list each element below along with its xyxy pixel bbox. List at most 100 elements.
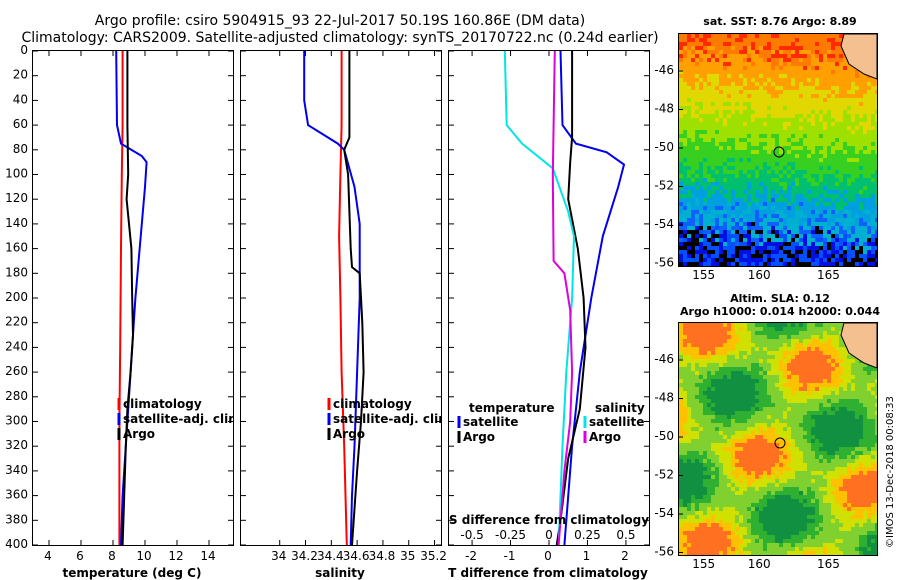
map-x-tick-label: 155 xyxy=(692,557,715,571)
map-x-tick-label: 155 xyxy=(692,268,715,282)
y-tick-label: 300 xyxy=(5,414,28,428)
map-y-tick-label: -54 xyxy=(654,506,674,520)
legend-label: climatology xyxy=(123,397,202,411)
sst-map xyxy=(678,33,878,267)
series-climatology xyxy=(338,51,348,545)
y-tick-label: 220 xyxy=(5,315,28,329)
map-y-tick-label: -46 xyxy=(654,63,674,77)
series-t-argo xyxy=(555,51,587,545)
s-tick-label: 0.5 xyxy=(616,528,635,542)
sst-map-image xyxy=(679,34,877,266)
y-tick-label: 200 xyxy=(5,290,28,304)
legend-title-temperature: temperature xyxy=(469,401,554,415)
legend-label: satellite-adj. clim. xyxy=(333,412,441,426)
x-tick-label: 6 xyxy=(76,549,84,563)
s-tick-label: 0.25 xyxy=(574,528,601,542)
map-y-tick-label: -48 xyxy=(654,391,674,405)
legend-label: Argo xyxy=(333,427,365,441)
argo-location-marker xyxy=(774,437,786,449)
y-tick-label: 20 xyxy=(13,68,28,82)
sst-map-title: sat. SST: 8.76 Argo: 8.89 xyxy=(703,15,857,28)
series-t-satellite xyxy=(559,51,626,545)
y-tick-label: 400 xyxy=(5,537,28,551)
series-s-satellite xyxy=(503,51,576,545)
map-x-tick-label: 160 xyxy=(748,557,771,571)
map-x-tick-label: 165 xyxy=(817,557,840,571)
map-y-tick-label: -52 xyxy=(654,179,674,193)
imos-credit: ©IMOS 13-Dec-2018 00:08:33 xyxy=(885,396,896,548)
s-tick-label: 0 xyxy=(545,528,553,542)
series-argo xyxy=(121,51,135,545)
legend-label: satellite xyxy=(463,415,518,429)
x-tick-label: 34.2 xyxy=(291,549,318,563)
sla-map-image xyxy=(679,323,877,555)
s-axis-label: S difference from climatology xyxy=(449,513,649,527)
x-tick-label: 0 xyxy=(544,549,552,563)
y-tick-label: 140 xyxy=(5,216,28,230)
map-y-tick-label: -56 xyxy=(654,256,674,270)
sla-map-cells xyxy=(679,323,877,555)
x-tick-label: 34.8 xyxy=(369,549,396,563)
x-axis-label: temperature (deg C) xyxy=(63,566,202,580)
title-line-2: Climatology: CARS2009. Satellite-adjuste… xyxy=(21,30,659,46)
y-tick-label: 100 xyxy=(5,167,28,181)
x-tick-label: 4 xyxy=(44,549,52,563)
sla-map-title-1: Altim. SLA: 0.12 xyxy=(730,292,830,305)
map-y-tick-label: -46 xyxy=(654,352,674,366)
map-y-tick-label: -50 xyxy=(654,140,674,154)
y-tick-label: 120 xyxy=(5,191,28,205)
map-y-tick-label: -50 xyxy=(654,429,674,443)
y-tick-label: 40 xyxy=(13,92,28,106)
argo-location-marker xyxy=(773,146,785,158)
x-tick-label: 12 xyxy=(168,549,183,563)
x-tick-label: 10 xyxy=(136,549,151,563)
map-x-tick-label: 160 xyxy=(748,268,771,282)
map-y-tick-label: -52 xyxy=(654,468,674,482)
sla-map-title-2: Argo h1000: 0.014 h2000: 0.044 xyxy=(680,305,880,318)
x-tick-label: 2 xyxy=(621,549,629,563)
x-axis-label: T difference from climatology xyxy=(448,566,648,580)
series-s-argo xyxy=(551,51,574,545)
x-tick-label: 35 xyxy=(400,549,415,563)
y-tick-label: 280 xyxy=(5,389,28,403)
map-y-tick-label: -56 xyxy=(654,545,674,559)
map-y-tick-label: -48 xyxy=(654,102,674,116)
y-tick-label: 380 xyxy=(5,512,28,526)
y-tick-label: 340 xyxy=(5,463,28,477)
y-tick-label: 240 xyxy=(5,339,28,353)
legend-label: Argo xyxy=(123,427,155,441)
y-tick-label: 260 xyxy=(5,364,28,378)
series-argo xyxy=(343,51,365,545)
title-line-1: Argo profile: csiro 5904915_93 22-Jul-20… xyxy=(94,13,586,29)
legend-label: Argo xyxy=(589,430,621,444)
y-tick-label: 80 xyxy=(13,142,28,156)
sla-map xyxy=(678,322,878,556)
s-tick-label: -0.25 xyxy=(495,528,526,542)
x-tick-label: 8 xyxy=(108,549,116,563)
y-tick-label: 360 xyxy=(5,488,28,502)
y-tick-label: 60 xyxy=(13,117,28,131)
difference-panel: temperature salinity satellite Argo satellit… xyxy=(448,50,650,546)
y-tick-label: 180 xyxy=(5,265,28,279)
difference-plot: temperature salinitysatelliteArgosatellit… xyxy=(449,51,649,545)
x-tick-label: 34.4 xyxy=(317,549,344,563)
x-axis-label: salinity xyxy=(315,566,365,580)
series-climatology xyxy=(118,51,124,545)
x-tick-label: 14 xyxy=(200,549,215,563)
legend-title-salinity: salinity xyxy=(595,401,645,415)
y-tick-label: 320 xyxy=(5,438,28,452)
x-tick-label: 1 xyxy=(583,549,591,563)
x-tick-label: 35.2 xyxy=(420,549,447,563)
legend-label: climatology xyxy=(333,397,412,411)
series-satellite-adj-clim- xyxy=(303,51,361,545)
x-tick-label: -1 xyxy=(504,549,516,563)
legend-label: satellite xyxy=(589,415,644,429)
y-tick-label: 160 xyxy=(5,241,28,255)
land-mass xyxy=(840,323,877,369)
legend-label: satellite-adj. clim. xyxy=(123,412,233,426)
map-x-tick-label: 165 xyxy=(817,268,840,282)
